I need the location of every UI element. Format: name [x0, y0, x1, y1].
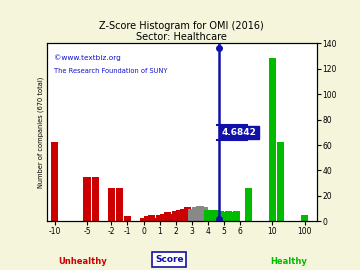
Y-axis label: Number of companies (670 total): Number of companies (670 total): [37, 77, 44, 188]
Title: Z-Score Histogram for OMI (2016)
Sector: Healthcare: Z-Score Histogram for OMI (2016) Sector:…: [99, 21, 264, 42]
Bar: [152, 218, 159, 221]
Bar: [216, 211, 224, 221]
Text: ©www.textbiz.org: ©www.textbiz.org: [54, 54, 120, 60]
Bar: [148, 215, 155, 221]
Bar: [164, 212, 171, 221]
Bar: [180, 209, 188, 221]
Bar: [225, 211, 232, 221]
Bar: [200, 207, 208, 221]
Bar: [245, 188, 252, 221]
Bar: [144, 216, 151, 221]
Bar: [91, 177, 99, 221]
Bar: [156, 215, 163, 221]
Bar: [172, 211, 179, 221]
Bar: [277, 143, 284, 221]
Bar: [233, 211, 240, 221]
Bar: [176, 210, 183, 221]
Bar: [196, 206, 203, 221]
Bar: [184, 207, 192, 221]
Bar: [108, 188, 115, 221]
Bar: [51, 143, 58, 221]
Bar: [301, 215, 308, 221]
Bar: [124, 216, 131, 221]
Bar: [160, 214, 167, 221]
Bar: [212, 210, 220, 221]
Bar: [269, 59, 276, 221]
Bar: [188, 209, 195, 221]
Bar: [204, 210, 212, 221]
Bar: [140, 218, 147, 221]
Text: Score: Score: [155, 255, 184, 264]
Bar: [220, 212, 228, 221]
Bar: [208, 211, 216, 221]
Text: Unhealthy: Unhealthy: [59, 257, 107, 266]
Bar: [84, 177, 91, 221]
Text: 4.6842: 4.6842: [221, 128, 256, 137]
Bar: [229, 212, 236, 221]
Text: Healthy: Healthy: [270, 257, 307, 266]
Bar: [168, 214, 175, 221]
Bar: [192, 207, 199, 221]
Bar: [116, 188, 123, 221]
Text: The Research Foundation of SUNY: The Research Foundation of SUNY: [54, 68, 167, 74]
